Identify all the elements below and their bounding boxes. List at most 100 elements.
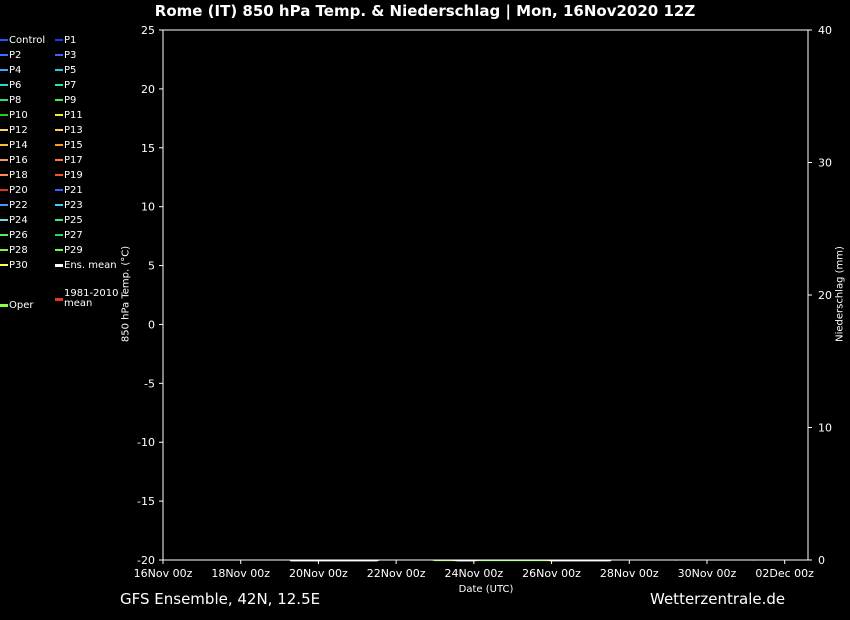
legend-item: P27 xyxy=(55,228,83,242)
legend-swatch xyxy=(55,159,63,161)
legend-label: P14 xyxy=(9,139,28,151)
legend-swatch xyxy=(0,234,8,236)
legend-item: P26 xyxy=(0,228,28,242)
legend-swatch xyxy=(55,129,63,131)
legend-item: P28 xyxy=(0,243,28,257)
legend-item: P9 xyxy=(55,93,76,107)
legend-item: P29 xyxy=(55,243,83,257)
legend-swatch xyxy=(0,219,8,221)
legend-swatch xyxy=(55,54,63,56)
y2-axis-label: Niederschlag (mm) xyxy=(834,246,846,342)
legend-label: P28 xyxy=(9,244,28,256)
x-tick-label: 24Nov 00z xyxy=(444,567,503,580)
x-tick-label: 02Dec 00z xyxy=(755,567,814,580)
legend-swatch xyxy=(55,219,63,221)
x-tick-label: 28Nov 00z xyxy=(600,567,659,580)
y-tick-label: -15 xyxy=(137,495,155,508)
legend-swatch xyxy=(55,263,63,267)
x-tick-label: 16Nov 00z xyxy=(134,567,193,580)
legend-label: P7 xyxy=(64,79,77,91)
legend-swatch xyxy=(55,174,63,176)
legend-swatch xyxy=(0,114,8,116)
legend-label: P3 xyxy=(64,49,77,61)
legend-label: 1981-2010 mean xyxy=(64,288,119,309)
legend-swatch xyxy=(55,249,63,251)
legend-item: P17 xyxy=(55,153,83,167)
y2-tick-label: 10 xyxy=(818,422,832,435)
legend-item: P6 xyxy=(0,78,21,92)
legend-label: P27 xyxy=(64,229,83,241)
legend-swatch xyxy=(0,129,8,131)
legend-label: P1 xyxy=(64,34,77,46)
chart-title: Rome (IT) 850 hPa Temp. & Niederschlag |… xyxy=(154,2,696,20)
x-tick-label: 20Nov 00z xyxy=(289,567,348,580)
legend-label: P5 xyxy=(64,64,77,76)
legend-item: P8 xyxy=(0,93,21,107)
legend-item: P25 xyxy=(55,213,83,227)
legend-item: P12 xyxy=(0,123,28,137)
legend-label: P4 xyxy=(9,64,22,76)
legend-item: P7 xyxy=(55,78,76,92)
model-info: GFS Ensemble, 42N, 12.5E xyxy=(120,590,321,608)
legend-swatch xyxy=(0,39,8,41)
y-tick-label: 20 xyxy=(141,83,155,96)
legend-swatch xyxy=(55,69,63,71)
legend-item: P18 xyxy=(0,168,28,182)
y-tick-label: 25 xyxy=(141,24,155,37)
legend-item: 1981-2010 mean xyxy=(55,288,126,310)
legend-item: P22 xyxy=(0,198,28,212)
legend-label: P13 xyxy=(64,124,83,136)
legend-swatch xyxy=(0,84,8,86)
legend-item: Oper xyxy=(0,298,33,312)
x-tick-label: 26Nov 00z xyxy=(522,567,581,580)
legend-swatch xyxy=(55,204,63,206)
legend-swatch xyxy=(0,264,8,266)
y-tick-label: 0 xyxy=(148,318,155,331)
legend-swatch xyxy=(55,99,63,101)
legend-swatch xyxy=(0,159,8,161)
legend-label: P24 xyxy=(9,214,28,226)
legend-item: Control xyxy=(0,33,45,47)
legend-label: Ens. mean xyxy=(64,259,117,271)
legend-label: Oper xyxy=(9,299,34,311)
y2-tick-label: 30 xyxy=(818,157,832,170)
legend-swatch xyxy=(55,39,63,41)
axes: -20 -15 -10 -5 0 5 10 15 20 25 0 10 20 30 40 16Nov 00z 1… xyxy=(134,24,832,580)
legend-swatch xyxy=(0,189,8,191)
legend-item: P2 xyxy=(0,48,21,62)
y2-tick-label: 20 xyxy=(818,289,832,302)
legend-swatch xyxy=(0,69,8,71)
legend-item: P14 xyxy=(0,138,28,152)
legend-label: P2 xyxy=(9,49,22,61)
y-tick-label: -10 xyxy=(137,436,155,449)
legend-swatch xyxy=(0,303,8,307)
x-tick-label: 22Nov 00z xyxy=(367,567,426,580)
legend-label: P18 xyxy=(9,169,28,181)
legend-item: P23 xyxy=(55,198,83,212)
legend-item: P19 xyxy=(55,168,83,182)
legend-label: P8 xyxy=(9,94,22,106)
y2-tick-label: 0 xyxy=(818,554,825,567)
legend-label: P9 xyxy=(64,94,77,106)
y2-tick-label: 40 xyxy=(818,24,832,37)
legend-item: P11 xyxy=(55,108,83,122)
legend-label: P10 xyxy=(9,109,28,121)
legend-swatch xyxy=(55,234,63,236)
legend-label: P6 xyxy=(9,79,22,91)
y-tick-label: 5 xyxy=(148,260,155,273)
y-tick-label: 15 xyxy=(141,142,155,155)
legend-label: P16 xyxy=(9,154,28,166)
legend-label: P26 xyxy=(9,229,28,241)
legend-item: P1 xyxy=(55,33,76,47)
x-tick-label: 18Nov 00z xyxy=(211,567,270,580)
legend-swatch xyxy=(55,297,63,301)
legend-item: Ens. mean xyxy=(55,258,117,272)
legend-swatch xyxy=(55,84,63,86)
legend-item: P5 xyxy=(55,63,76,77)
legend-item: P4 xyxy=(0,63,21,77)
legend-item: P3 xyxy=(55,48,76,62)
legend-label: P17 xyxy=(64,154,83,166)
source-credit: Wetterzentrale.de xyxy=(650,590,786,608)
legend-swatch xyxy=(55,144,63,146)
plot-frame xyxy=(162,29,809,561)
